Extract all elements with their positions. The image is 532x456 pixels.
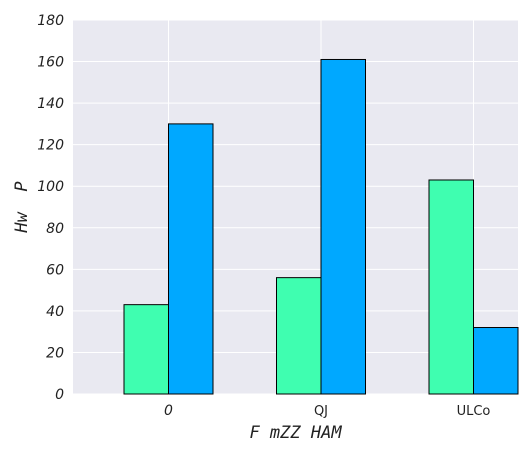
x-tick-label: ULCo: [457, 404, 491, 419]
bar: [276, 277, 322, 395]
bar: [320, 58, 366, 395]
bar: [123, 304, 169, 395]
y-tick-label: 140: [37, 96, 64, 112]
y-tick-label: 20: [46, 345, 64, 361]
y-tick-label: 100: [37, 179, 64, 195]
y-tick-label: 80: [46, 221, 64, 237]
y-tick-label: 160: [37, 55, 64, 71]
y-tick-label: 40: [46, 304, 64, 320]
bar: [168, 123, 214, 395]
x-axis-label: F mZZ HAM: [249, 423, 342, 443]
y-tick-label: 180: [37, 13, 64, 29]
bars: [123, 58, 519, 395]
x-tick-label: 0: [164, 403, 173, 419]
x-tick-label: QJ: [314, 404, 328, 419]
bar: [473, 327, 519, 395]
y-tick-label: 120: [37, 138, 64, 154]
bar: [428, 179, 474, 395]
y-tick-label: 60: [46, 262, 64, 278]
y-tick-labels: 0 20 40 60 80 100 120 140 160 180: [37, 13, 64, 403]
y-tick-label: 0: [55, 387, 64, 403]
x-tick-labels: 0 QJ ULCo: [164, 403, 490, 419]
y-axis-label: Hw P: [12, 181, 32, 233]
